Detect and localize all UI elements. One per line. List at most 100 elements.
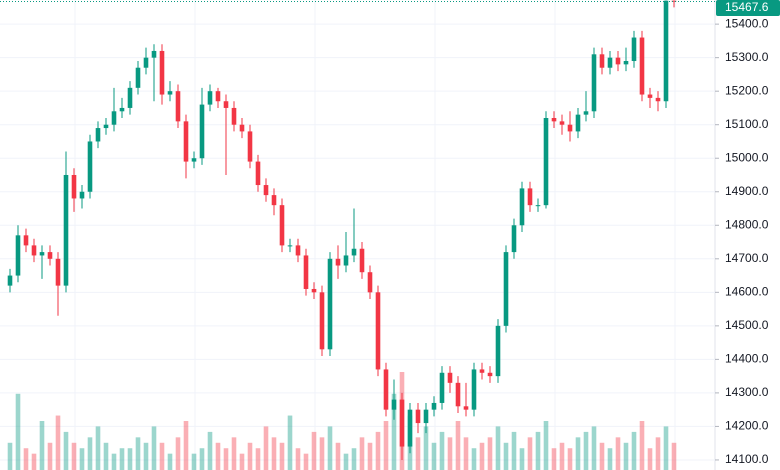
- volume-bar: [327, 426, 333, 470]
- volume-bar: [247, 442, 253, 470]
- candle-body: [391, 399, 397, 410]
- volume-bar: [431, 442, 437, 470]
- candle-body: [247, 131, 253, 162]
- candle-body: [47, 252, 53, 259]
- volume-bar: [631, 431, 637, 470]
- volume-bar: [55, 415, 61, 470]
- volume-bar: [671, 442, 677, 470]
- candle-body: [471, 369, 477, 410]
- y-tick-label: 14200.0: [725, 419, 769, 433]
- volume-bar: [31, 453, 37, 470]
- volume-bar: [663, 426, 669, 470]
- candle-body: [111, 111, 117, 125]
- volume-bar: [423, 426, 429, 470]
- candle-body: [231, 107, 237, 125]
- candle-body: [183, 121, 189, 162]
- candle-body: [367, 272, 373, 293]
- candle-body: [151, 50, 157, 58]
- candles: [7, 0, 677, 460]
- volume-bar: [111, 453, 117, 470]
- volume-bar: [447, 437, 453, 470]
- candle-body: [55, 258, 61, 286]
- y-tick-label: 15300.0: [725, 50, 769, 64]
- volume-bar: [151, 426, 157, 470]
- volume-bar: [135, 437, 141, 470]
- volume-bar: [15, 393, 21, 470]
- candle-body: [583, 111, 589, 115]
- y-tick-label: 14600.0: [725, 284, 769, 298]
- candle-body: [327, 258, 333, 350]
- volume-bar: [215, 442, 221, 470]
- volume-bar: [279, 442, 285, 470]
- candle-body: [543, 118, 549, 206]
- volume-bar: [559, 442, 565, 470]
- candle-body: [119, 107, 125, 112]
- candle-body: [175, 91, 181, 122]
- volume-bar: [191, 453, 197, 470]
- volume-bar: [567, 448, 573, 470]
- candle-body: [191, 158, 197, 162]
- y-tick-label: 14400.0: [725, 352, 769, 366]
- volume-bar: [623, 442, 629, 470]
- volume-bar: [159, 442, 165, 470]
- volume-bar: [583, 431, 589, 470]
- y-tick-label: 15000.0: [725, 150, 769, 164]
- volume-bar: [175, 437, 181, 470]
- candle-body: [263, 185, 269, 196]
- candle-body: [207, 91, 213, 105]
- volume-bar: [359, 437, 365, 470]
- last-price-box: [716, 0, 780, 16]
- candle-body: [279, 205, 285, 246]
- volume-bar: [199, 448, 205, 470]
- volume-bar: [455, 421, 461, 470]
- y-tick-label: 14300.0: [725, 385, 769, 399]
- candle-body: [255, 161, 261, 186]
- candle-body: [439, 372, 445, 403]
- volume-bar: [415, 437, 421, 470]
- y-tick-label: 14500.0: [725, 318, 769, 332]
- candle-body: [455, 382, 461, 407]
- volume-bar: [303, 453, 309, 470]
- volume-bar: [655, 437, 661, 470]
- volume-bar: [319, 437, 325, 470]
- candle-body: [271, 195, 277, 206]
- volume-bar: [383, 421, 389, 470]
- volume-bar: [575, 437, 581, 470]
- candle-body: [71, 174, 77, 199]
- candle-body: [663, 0, 669, 102]
- candle-body: [95, 128, 101, 142]
- volume-bar: [463, 437, 469, 470]
- candle-body: [351, 248, 357, 256]
- volume-bar: [295, 448, 301, 470]
- candle-body: [535, 205, 541, 207]
- candle-body: [551, 118, 557, 122]
- candle-body: [631, 37, 637, 62]
- volume-bar: [79, 448, 85, 470]
- volume-bar: [95, 426, 101, 470]
- candle-body: [383, 369, 389, 410]
- candle-body: [343, 255, 349, 266]
- volume-bar: [87, 437, 93, 470]
- candle-body: [615, 57, 621, 65]
- volume-bar: [487, 437, 493, 470]
- candle-body: [359, 248, 365, 273]
- candle-body: [559, 121, 565, 125]
- volume-bar: [343, 453, 349, 470]
- volume-bar: [479, 442, 485, 470]
- volume-bar: [535, 431, 541, 470]
- candle-body: [639, 37, 645, 95]
- volume-bar: [23, 448, 29, 470]
- candle-body: [127, 87, 133, 108]
- volume-bar: [39, 421, 45, 470]
- candle-body: [23, 235, 29, 246]
- volume-bar: [335, 442, 341, 470]
- volume-bar: [527, 437, 533, 470]
- y-tick-label: 14700.0: [725, 251, 769, 265]
- volume-bar: [287, 415, 293, 470]
- volume-bar: [495, 426, 501, 470]
- candle-body: [15, 235, 21, 276]
- candle-body: [31, 245, 37, 256]
- volume-bar: [103, 442, 109, 470]
- candle-body: [287, 245, 293, 247]
